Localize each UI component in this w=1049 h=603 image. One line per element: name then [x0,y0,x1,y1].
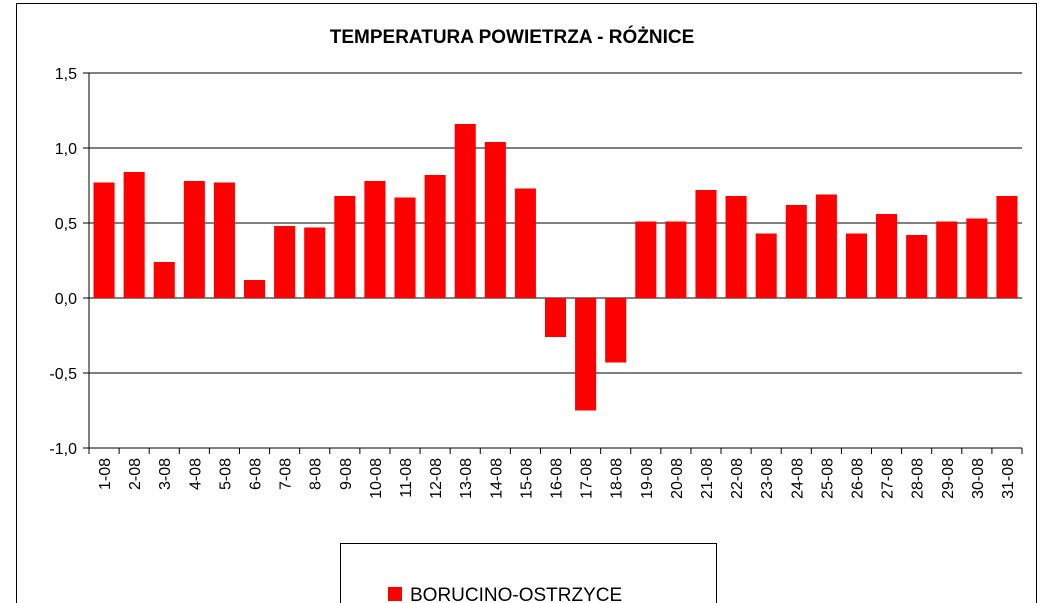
x-tick-label: 6-08 [248,458,265,490]
bar [424,175,446,298]
bar [755,233,777,298]
bar [695,190,717,298]
x-tick-label: 15-08 [518,458,535,499]
x-tick-label: 14-08 [488,458,505,499]
legend-label: BORUCINO-OSTRZYCE [410,585,622,603]
x-tick-label: 20-08 [669,458,686,499]
y-tick-label: 0,5 [55,216,77,233]
bar [575,298,597,411]
x-tick-label: 30-08 [970,458,987,499]
x-tick-label: 10-08 [368,458,385,499]
x-tick-label: 27-08 [880,458,897,499]
bar [454,124,476,298]
bar [605,298,627,363]
x-tick-label: 18-08 [609,458,626,499]
bar [725,196,747,298]
x-tick-label: 25-08 [819,458,836,499]
bar [484,142,506,298]
bar [394,197,416,298]
bar [544,298,567,337]
bar [996,196,1018,298]
x-tick-label: 28-08 [910,458,927,499]
bar [364,181,386,298]
bar [514,188,536,298]
bar [815,194,837,298]
legend-swatch [388,587,402,601]
x-tick-label: 22-08 [729,458,746,499]
x-tick-label: 17-08 [579,458,596,499]
x-tick-label: 5-08 [217,458,234,490]
x-tick-label: 11-08 [398,458,415,498]
y-tick-label: 1,0 [55,141,77,158]
bar [213,182,235,298]
bar [635,221,657,298]
x-tick-label: 2-08 [127,458,144,490]
bar [906,235,928,298]
x-tick-label: 12-08 [428,458,445,499]
bar [845,233,868,298]
bar [274,226,296,298]
bar [936,221,958,298]
bar [876,214,898,298]
x-tick-label: 8-08 [308,458,325,490]
x-tick-label: 23-08 [759,458,776,499]
chart-title: TEMPERATURA POWIETRZA - RÓŻNICE [330,26,695,48]
x-tick-label: 1-08 [97,458,114,490]
bar [93,182,115,298]
x-tick-label: 4-08 [187,458,204,490]
x-tick-label: 19-08 [639,458,656,499]
bar [243,280,266,298]
x-tick-label: 21-08 [699,458,716,499]
x-tick-label: 7-08 [278,458,295,490]
bar [785,205,807,298]
bar [183,181,205,298]
chart-frame [16,3,1037,603]
x-tick-label: 9-08 [338,458,355,490]
x-tick-label: 26-08 [849,458,866,499]
x-tick-label: 16-08 [549,458,566,499]
x-tick-label: 31-08 [1000,458,1017,499]
bar [334,196,356,298]
y-tick-label: 0,0 [55,291,77,308]
y-tick-label: -1,0 [49,441,77,458]
x-tick-label: 24-08 [789,458,806,499]
bar [304,227,326,298]
bar [665,221,687,298]
legend-box [340,543,717,603]
x-tick-label: 3-08 [157,458,174,490]
bar [123,172,145,298]
bar [966,218,988,298]
bar [153,262,175,298]
y-tick-label: -0,5 [49,366,77,383]
x-tick-label: 29-08 [940,458,957,499]
x-tick-label: 13-08 [458,458,475,499]
y-tick-label: 1,5 [55,66,77,83]
